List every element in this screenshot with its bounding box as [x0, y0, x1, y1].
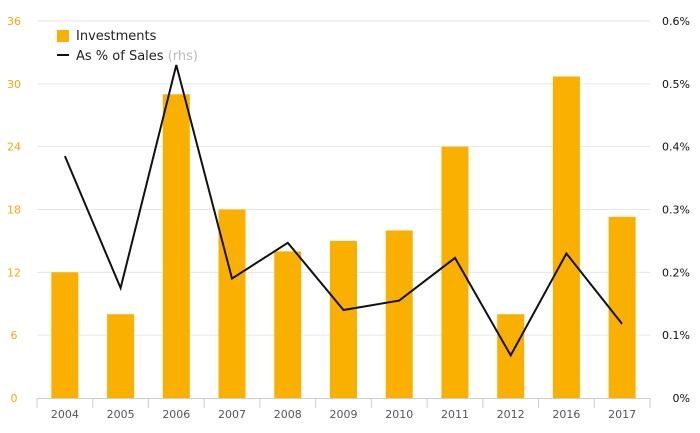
- legend-label-as-pct-of-sales: As % of Sales (rhs): [76, 49, 198, 64]
- y-left-tick-label: 6: [11, 329, 18, 342]
- x-tick-label: 2006: [162, 408, 190, 421]
- y-right-tick-label: 0.6%: [662, 15, 690, 28]
- y-left-tick-label: 0: [11, 392, 18, 405]
- bar-series-investments: [51, 76, 636, 399]
- bar-2016: [552, 76, 580, 398]
- axes: 0 0% 6 0.1% 12 0.2% 18 0.3% 24 0.4% 30 0.5% 36 0.6% 20…: [7, 15, 690, 421]
- y-right-tick-label: 0.3%: [662, 204, 690, 217]
- x-tick-label: 2004: [51, 408, 79, 421]
- line-series-as-pct-of-sales: [63, 64, 623, 358]
- legend-swatch-investments: [57, 30, 69, 42]
- y-left-tick-label: 18: [7, 204, 21, 217]
- legend-label-investments: Investments: [76, 29, 157, 44]
- legend-label-main: As % of Sales: [76, 49, 164, 64]
- y-right-tick-label: 0%: [673, 392, 690, 405]
- x-tick-label: 2011: [441, 408, 469, 421]
- bar-2009: [330, 240, 357, 398]
- bar-2008: [274, 251, 302, 398]
- bar-2010: [385, 230, 413, 398]
- y-right-tick-label: 0.4%: [662, 141, 690, 154]
- y-right-tick-label: 0.1%: [662, 329, 690, 342]
- legend-label-suffix: (rhs): [168, 49, 198, 64]
- y-left-tick-label: 36: [7, 15, 21, 28]
- y-right-tick-label: 0.5%: [662, 78, 690, 91]
- legend: Investments As % of Sales (rhs): [57, 29, 198, 64]
- bar-2005: [107, 314, 135, 398]
- x-tick-label: 2017: [608, 408, 636, 421]
- y-left-tick-label: 30: [7, 78, 21, 91]
- x-tick-label: 2016: [552, 408, 580, 421]
- y-left-tick-label: 12: [7, 266, 21, 279]
- x-tick-label: 2005: [107, 408, 135, 421]
- x-tick-label: 2007: [218, 408, 246, 421]
- y-right-tick-label: 0.2%: [662, 266, 690, 279]
- x-tick-label: 2012: [497, 408, 525, 421]
- x-tick-label: 2008: [274, 408, 302, 421]
- x-tick-label: 2009: [330, 408, 358, 421]
- y-left-tick-label: 24: [7, 141, 21, 154]
- bar-2007: [218, 209, 246, 398]
- bar-2017: [608, 216, 636, 398]
- gridlines: [37, 20, 650, 336]
- bar-2006: [162, 94, 190, 399]
- x-tick-label: 2010: [385, 408, 413, 421]
- bar-2004: [51, 272, 79, 398]
